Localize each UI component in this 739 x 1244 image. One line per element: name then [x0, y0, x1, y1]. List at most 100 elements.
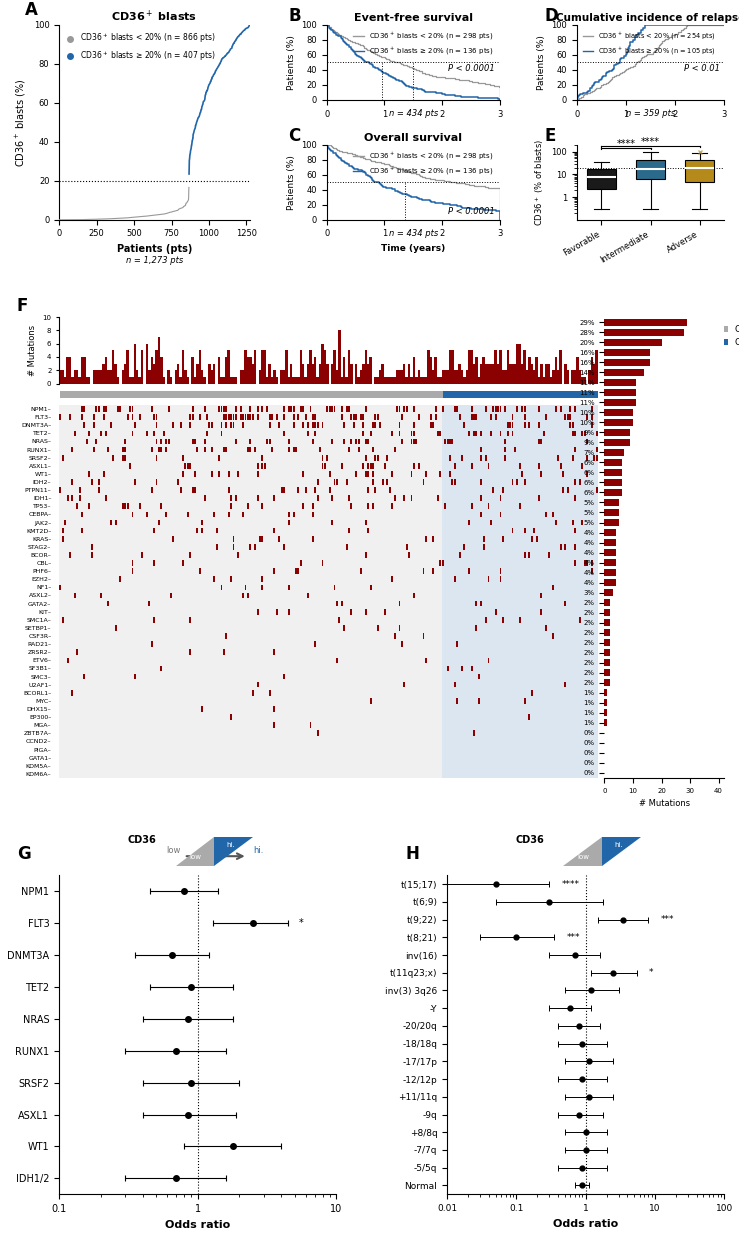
Bar — [225, 407, 228, 412]
Bar — [208, 423, 211, 428]
Bar — [156, 455, 157, 460]
Bar — [466, 371, 468, 383]
Bar — [225, 414, 228, 420]
Bar — [157, 337, 160, 383]
Bar — [480, 455, 483, 460]
Bar — [542, 377, 545, 383]
Bar — [406, 544, 408, 550]
Bar — [473, 430, 475, 437]
Bar — [381, 479, 384, 485]
Bar — [394, 633, 395, 639]
Bar — [204, 447, 205, 453]
Bar — [500, 430, 502, 437]
Bar — [153, 527, 155, 534]
Bar — [105, 357, 107, 383]
Bar — [98, 407, 100, 412]
Bar — [367, 471, 370, 476]
Bar — [605, 719, 607, 726]
Bar — [432, 371, 435, 383]
Bar — [533, 371, 535, 383]
Bar — [559, 351, 562, 383]
Bar — [266, 407, 268, 412]
Bar — [432, 569, 434, 573]
Bar — [341, 463, 343, 469]
Bar — [386, 479, 389, 485]
Bar — [249, 357, 251, 383]
Bar — [569, 407, 571, 412]
Bar — [567, 414, 569, 420]
Bar — [230, 714, 232, 720]
Bar — [490, 520, 492, 525]
Bar — [95, 407, 98, 412]
Bar — [410, 377, 412, 383]
Bar — [151, 642, 153, 647]
Bar — [259, 371, 261, 383]
Bar — [565, 601, 566, 606]
Bar — [336, 658, 338, 663]
Bar — [62, 536, 64, 541]
Bar — [413, 407, 415, 412]
Bar — [591, 414, 593, 420]
Bar — [276, 608, 278, 615]
Bar — [469, 430, 470, 437]
Bar — [401, 414, 403, 420]
Bar — [367, 363, 370, 383]
Bar — [565, 682, 566, 688]
Bar — [511, 414, 514, 420]
Bar — [288, 585, 290, 590]
Text: *: * — [299, 918, 304, 928]
Bar — [567, 488, 569, 493]
Bar — [187, 511, 188, 518]
Bar — [204, 407, 205, 412]
Bar — [273, 707, 276, 712]
Bar — [180, 377, 182, 383]
Bar — [480, 601, 483, 606]
Bar — [538, 463, 540, 469]
Bar — [531, 690, 533, 695]
Text: low: low — [167, 846, 181, 855]
Bar — [105, 495, 107, 501]
Bar — [343, 624, 345, 631]
Bar — [273, 569, 276, 573]
Bar — [103, 363, 105, 383]
Bar — [262, 576, 263, 582]
Bar — [93, 423, 95, 428]
Bar — [93, 371, 95, 383]
Bar — [290, 363, 293, 383]
Bar — [288, 439, 290, 444]
Bar — [189, 552, 191, 557]
Bar — [222, 377, 225, 383]
Bar — [381, 363, 384, 383]
Bar — [124, 439, 126, 444]
Bar — [605, 469, 621, 476]
Bar — [256, 407, 259, 412]
Bar — [76, 504, 78, 509]
Bar — [91, 552, 92, 557]
Bar — [216, 544, 217, 550]
Bar — [531, 363, 533, 383]
Bar — [256, 608, 259, 615]
Bar — [574, 527, 576, 534]
Bar — [401, 439, 403, 444]
Bar — [423, 633, 424, 639]
Bar — [605, 348, 650, 356]
Bar — [84, 674, 85, 679]
Bar — [172, 423, 174, 428]
Bar — [605, 699, 607, 707]
Bar — [235, 407, 237, 412]
Bar — [170, 592, 172, 598]
Bar — [548, 363, 550, 383]
Bar — [555, 520, 556, 525]
Bar — [413, 423, 415, 428]
Text: C: C — [288, 127, 301, 146]
Bar — [268, 690, 270, 695]
Text: *: * — [649, 968, 654, 978]
Bar — [372, 504, 374, 509]
Bar — [478, 698, 480, 704]
Bar — [307, 423, 309, 428]
Bar — [468, 351, 471, 383]
Bar — [550, 377, 552, 383]
Bar — [478, 674, 480, 679]
Bar — [86, 377, 88, 383]
Bar — [256, 463, 259, 469]
